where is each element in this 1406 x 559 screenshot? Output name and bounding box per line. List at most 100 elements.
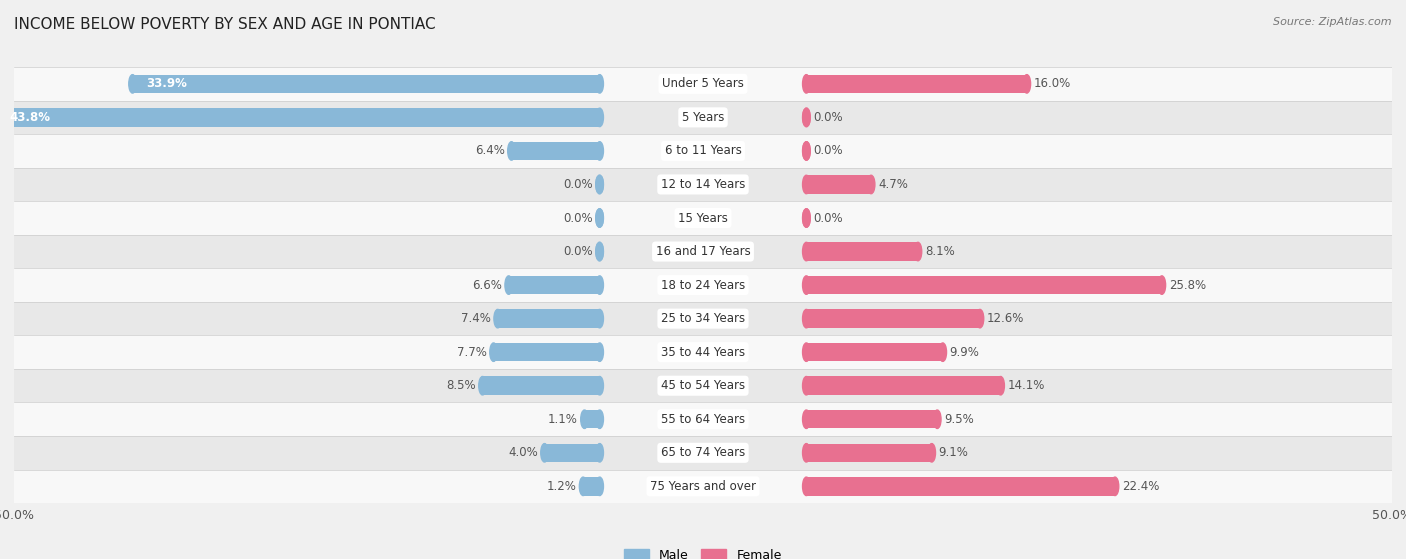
Circle shape	[596, 74, 603, 93]
Circle shape	[868, 175, 875, 193]
Circle shape	[508, 141, 515, 160]
Circle shape	[596, 175, 603, 193]
Circle shape	[803, 343, 810, 362]
Circle shape	[803, 141, 810, 160]
Bar	[807, 74, 1026, 93]
Bar	[807, 377, 1001, 395]
Circle shape	[928, 444, 935, 462]
Text: 43.8%: 43.8%	[10, 111, 51, 124]
Bar	[14, 369, 1392, 402]
Circle shape	[803, 141, 810, 160]
Circle shape	[596, 209, 603, 227]
Text: 18 to 24 Years: 18 to 24 Years	[661, 278, 745, 292]
Circle shape	[1159, 276, 1166, 295]
Text: 25 to 34 Years: 25 to 34 Years	[661, 312, 745, 325]
Circle shape	[596, 444, 603, 462]
Circle shape	[596, 141, 603, 160]
Circle shape	[541, 444, 548, 462]
Circle shape	[803, 209, 810, 227]
Bar	[807, 343, 943, 362]
Circle shape	[803, 209, 810, 227]
Text: 6.4%: 6.4%	[475, 144, 505, 158]
Circle shape	[997, 377, 1004, 395]
Bar	[807, 444, 932, 462]
Text: 22.4%: 22.4%	[1122, 480, 1160, 493]
Text: 12 to 14 Years: 12 to 14 Years	[661, 178, 745, 191]
Circle shape	[489, 343, 498, 362]
Text: 0.0%: 0.0%	[564, 178, 593, 191]
Bar	[14, 101, 1392, 134]
Circle shape	[803, 108, 810, 126]
Circle shape	[803, 276, 810, 295]
Bar	[807, 276, 1161, 294]
Circle shape	[596, 410, 603, 429]
Text: 0.0%: 0.0%	[813, 144, 842, 158]
Circle shape	[596, 310, 603, 328]
Circle shape	[976, 310, 984, 328]
Circle shape	[596, 477, 603, 496]
Circle shape	[803, 377, 810, 395]
Text: 15 Years: 15 Years	[678, 211, 728, 225]
Circle shape	[596, 108, 603, 126]
Legend: Male, Female: Male, Female	[619, 543, 787, 559]
Bar	[585, 410, 599, 429]
Bar	[14, 470, 1392, 503]
Text: 8.5%: 8.5%	[446, 379, 475, 392]
Circle shape	[1024, 74, 1031, 93]
Text: 0.0%: 0.0%	[564, 211, 593, 225]
Bar	[583, 477, 599, 496]
Circle shape	[914, 243, 922, 260]
Circle shape	[803, 444, 810, 462]
Text: 4.7%: 4.7%	[877, 178, 908, 191]
Text: 8.1%: 8.1%	[925, 245, 955, 258]
Text: 45 to 54 Years: 45 to 54 Years	[661, 379, 745, 392]
Bar	[14, 168, 1392, 201]
Circle shape	[1111, 477, 1119, 496]
Text: 9.1%: 9.1%	[939, 446, 969, 459]
Text: Source: ZipAtlas.com: Source: ZipAtlas.com	[1274, 17, 1392, 27]
Circle shape	[479, 377, 486, 395]
Circle shape	[596, 243, 603, 260]
Text: 6.6%: 6.6%	[472, 278, 502, 292]
Circle shape	[596, 276, 603, 295]
Circle shape	[596, 175, 603, 193]
Text: 0.0%: 0.0%	[813, 111, 842, 124]
Text: 1.1%: 1.1%	[548, 413, 578, 426]
Text: 5 Years: 5 Years	[682, 111, 724, 124]
Bar	[494, 343, 599, 362]
Circle shape	[596, 243, 603, 260]
Circle shape	[934, 410, 941, 429]
Text: 1.2%: 1.2%	[547, 480, 576, 493]
Text: 16 and 17 Years: 16 and 17 Years	[655, 245, 751, 258]
Text: 9.9%: 9.9%	[949, 345, 980, 359]
Text: 12.6%: 12.6%	[987, 312, 1024, 325]
Circle shape	[596, 343, 603, 362]
Bar	[0, 108, 599, 126]
Bar	[807, 243, 918, 260]
Circle shape	[494, 310, 502, 328]
Text: 7.7%: 7.7%	[457, 345, 486, 359]
Bar	[14, 302, 1392, 335]
Text: Under 5 Years: Under 5 Years	[662, 77, 744, 91]
Text: 35 to 44 Years: 35 to 44 Years	[661, 345, 745, 359]
Text: INCOME BELOW POVERTY BY SEX AND AGE IN PONTIAC: INCOME BELOW POVERTY BY SEX AND AGE IN P…	[14, 17, 436, 32]
Text: 4.0%: 4.0%	[508, 446, 537, 459]
Bar	[14, 134, 1392, 168]
Circle shape	[803, 108, 810, 126]
Text: 0.0%: 0.0%	[564, 245, 593, 258]
Bar	[14, 335, 1392, 369]
Circle shape	[581, 410, 588, 429]
Bar	[512, 142, 599, 160]
Text: 65 to 74 Years: 65 to 74 Years	[661, 446, 745, 459]
Text: 0.0%: 0.0%	[813, 211, 842, 225]
Text: 55 to 64 Years: 55 to 64 Years	[661, 413, 745, 426]
Bar	[14, 402, 1392, 436]
Text: 33.9%: 33.9%	[146, 77, 187, 91]
Bar	[807, 477, 1115, 496]
Bar	[807, 410, 938, 429]
Text: 6 to 11 Years: 6 to 11 Years	[665, 144, 741, 158]
Bar	[544, 444, 599, 462]
Bar	[498, 310, 599, 328]
Bar	[132, 74, 599, 93]
Text: 14.1%: 14.1%	[1008, 379, 1045, 392]
